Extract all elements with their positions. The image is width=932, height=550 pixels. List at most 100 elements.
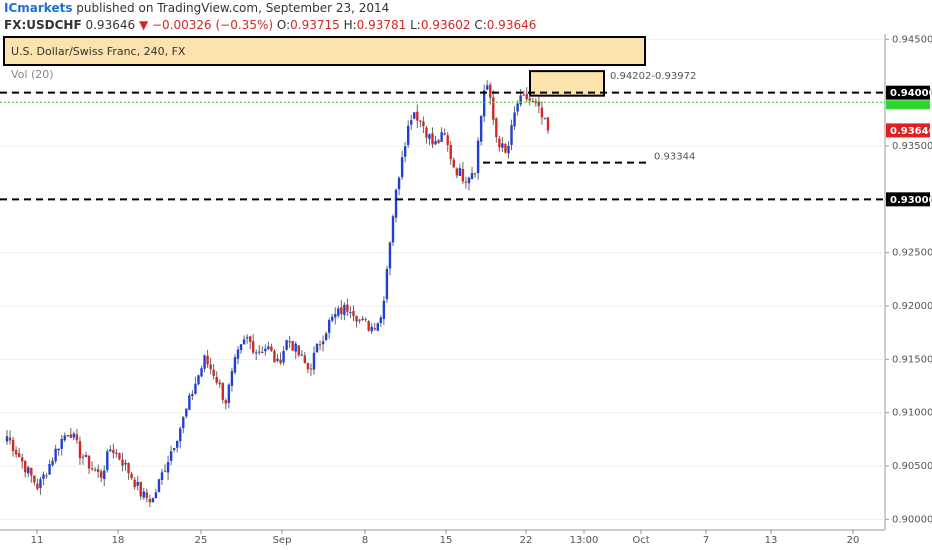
candle-body [428,134,431,139]
candle-body [133,479,136,488]
candle-body [84,454,88,457]
down-arrow-icon: ▼ [138,18,149,32]
candle-body [495,118,498,138]
candle-body [24,460,27,473]
candle-body [382,300,386,319]
candle-body [376,323,379,331]
candle-body [525,93,528,100]
candle-body [324,333,328,341]
candle-body [279,359,282,364]
plot-area[interactable] [0,34,885,530]
candle-body [479,116,483,142]
candle-body [379,317,383,324]
candle-body [236,349,240,359]
candle-body [482,90,486,117]
candle-body [540,107,544,118]
price-tag-green [886,100,930,110]
candle-body [337,308,340,316]
candle-body [27,467,30,474]
candle-body [11,439,15,452]
candle-body [200,368,203,377]
candle-body [309,368,313,370]
candle-body [36,483,39,489]
candle-body [106,451,109,471]
candle-body [239,344,243,351]
candle-body [267,346,270,350]
candle-body [394,189,398,218]
candle-body [182,417,185,429]
x-tick-label: 18 [112,535,125,546]
candle-body [245,337,249,339]
candle-body [118,453,121,460]
candle-body [306,362,310,370]
candle-body [188,395,191,410]
x-tick-label: 13 [765,535,778,546]
candle-body [148,499,152,503]
candle-body [403,146,407,157]
candle-body [470,173,474,180]
candle-body [139,481,142,497]
candle-body [498,138,501,148]
candle-body [136,481,139,486]
candle-body [224,400,228,404]
candle-body [185,408,188,417]
candle-body [373,328,376,330]
supply-zone [529,70,605,97]
y-tick-label: 0.93500 [892,141,932,152]
change: −0.00326 (−0.35%) [152,18,274,32]
candle-body [93,469,97,471]
candle-body [519,95,522,105]
candle-body [343,304,346,316]
candle-body [425,127,428,138]
legend-box: U.S. Dollar/Swiss Franc, 240, FX [3,36,646,66]
support-label: 0.93344 [654,152,695,163]
candle-body [90,468,94,470]
candle-body [422,121,425,127]
candle-body [467,177,471,184]
candle-body [163,470,167,472]
candle-body [72,433,76,438]
candle-body [276,358,279,361]
candle-body [209,364,212,370]
candle-body [340,307,343,315]
candle-body [537,101,541,107]
candle-body [294,343,297,352]
candle-body [206,355,209,365]
candle-body [516,103,519,112]
candle-body [81,456,85,458]
candle-body [434,140,437,145]
candle-body [543,118,547,120]
candle-body [218,382,221,385]
candle-body [416,111,419,121]
candle-body [312,352,316,370]
price-chart[interactable]: 0.94500 0.94000 0.93500 0.93000 0.92500 0.920… [0,34,932,550]
candle-body [142,491,145,498]
candle-body [370,326,373,332]
candle-body [458,168,462,176]
tag-094000-text: 0.94000 [890,88,932,99]
candle-body [51,460,54,466]
candle-body [385,268,389,300]
candle-body [103,470,106,479]
x-tick-label: Sep [273,535,292,546]
candle-body [96,469,100,472]
candle-body [440,132,443,142]
brand-name[interactable]: ICmarkets [4,1,73,15]
candle-body [534,101,538,104]
candle-body [42,474,45,479]
candle-body [455,168,459,176]
volume-label: Vol (20) [11,68,54,81]
candle-body [273,350,276,363]
candle-body [510,125,513,146]
candle-body [355,315,358,322]
y-tick-label: 0.90500 [892,461,932,472]
candle-body [215,376,218,383]
candle-body [473,173,477,175]
candle-body [45,475,48,477]
candle-body [121,459,124,466]
candle-body [364,319,367,321]
candle-body [288,341,291,343]
candle-body [367,321,370,331]
candle-body [261,351,264,353]
open-label: O: [276,18,291,32]
